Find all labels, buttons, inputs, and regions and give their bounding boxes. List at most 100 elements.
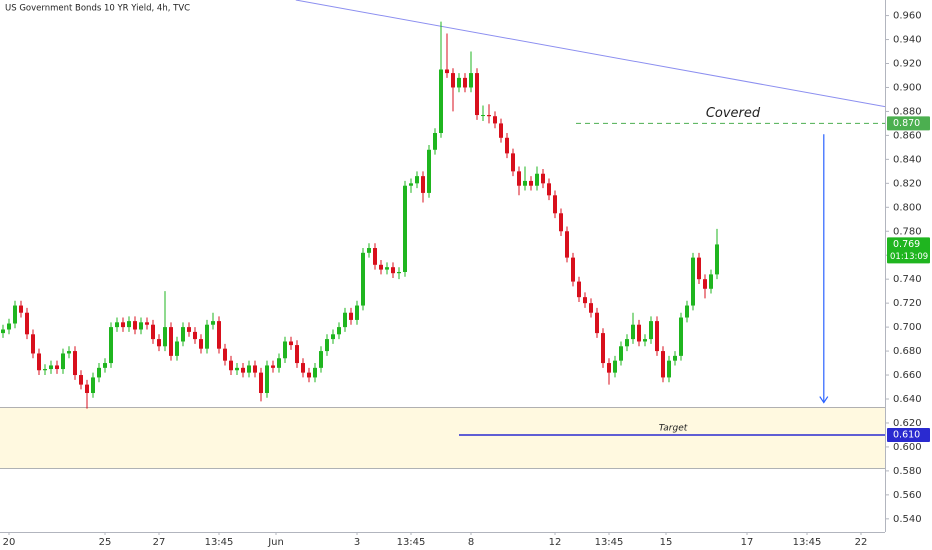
candle-body bbox=[499, 123, 503, 138]
candle-body bbox=[139, 322, 143, 330]
candle-body bbox=[559, 213, 563, 232]
y-tick-label: 0.580 bbox=[893, 466, 922, 477]
candle-body bbox=[37, 353, 41, 371]
candle-body bbox=[619, 346, 623, 361]
y-tick-label: 0.880 bbox=[893, 106, 922, 117]
candle-body bbox=[319, 351, 323, 368]
candle-body bbox=[427, 149, 431, 193]
candle-body bbox=[547, 183, 551, 196]
candle-body bbox=[445, 69, 449, 74]
y-tick-label: 0.600 bbox=[893, 442, 922, 453]
candle-body bbox=[451, 73, 455, 88]
candle-body bbox=[457, 77, 461, 88]
x-tick-label: 25 bbox=[99, 537, 112, 548]
y-tick-label: 0.960 bbox=[893, 11, 922, 22]
candle-body bbox=[667, 360, 671, 378]
x-tick-label: 20 bbox=[3, 537, 16, 548]
candle-body bbox=[67, 351, 71, 354]
y-tick-label: 0.860 bbox=[893, 130, 922, 141]
trendline bbox=[295, 0, 886, 108]
candle-body bbox=[85, 384, 89, 394]
candle-body bbox=[715, 244, 719, 275]
candle-body bbox=[487, 115, 491, 117]
y-tick-label: 0.660 bbox=[893, 370, 922, 381]
candle-body bbox=[97, 367, 101, 378]
candle-body bbox=[415, 176, 419, 184]
chart-title: US Government Bonds 10 YR Yield, 4h, TVC bbox=[5, 4, 190, 14]
candle-body bbox=[529, 180, 533, 186]
candle-body bbox=[157, 339, 161, 347]
y-tick-label: 0.780 bbox=[893, 226, 922, 237]
covered-note: Covered bbox=[706, 106, 761, 121]
candle-body bbox=[583, 297, 587, 304]
candle-body bbox=[361, 252, 365, 306]
candle-body bbox=[349, 312, 353, 320]
last-price-label: 0.769 bbox=[893, 239, 920, 250]
candle-body bbox=[193, 331, 197, 340]
candle-body bbox=[181, 327, 185, 342]
candle-body bbox=[265, 365, 269, 394]
candle-body bbox=[73, 351, 77, 376]
x-tick-label: 13:45 bbox=[205, 537, 234, 548]
candle-body bbox=[367, 248, 371, 253]
candle-body bbox=[1, 329, 5, 334]
candle-body bbox=[49, 365, 53, 370]
candle-body bbox=[673, 355, 677, 361]
candle-body bbox=[391, 267, 395, 274]
candle-body bbox=[271, 365, 275, 368]
candle-body bbox=[589, 303, 593, 313]
candle-body bbox=[571, 257, 575, 282]
candle-body bbox=[433, 133, 437, 150]
x-tick-label: Jun bbox=[267, 537, 284, 548]
y-tick-label: 0.640 bbox=[893, 394, 922, 405]
candle-body bbox=[475, 73, 479, 116]
candle-body bbox=[397, 271, 401, 274]
covered-price-label: 0.870 bbox=[893, 118, 920, 129]
candle-body bbox=[307, 372, 311, 378]
y-tick-label: 0.560 bbox=[893, 490, 922, 501]
candle-body bbox=[109, 327, 113, 364]
candle-body bbox=[25, 312, 29, 335]
candle-body bbox=[259, 372, 263, 394]
candle-body bbox=[241, 367, 245, 373]
arrow-head bbox=[819, 396, 829, 404]
candle-body bbox=[289, 341, 293, 346]
candle-body bbox=[337, 327, 341, 335]
candle-body bbox=[697, 257, 701, 280]
candle-body bbox=[613, 360, 617, 373]
candle-body bbox=[655, 321, 659, 352]
y-tick-label: 0.540 bbox=[893, 514, 922, 525]
candle-body bbox=[343, 312, 347, 328]
candle-body bbox=[325, 339, 329, 352]
candle-body bbox=[115, 322, 119, 328]
candle-body bbox=[151, 324, 155, 340]
candle-body bbox=[439, 69, 443, 133]
candle-body bbox=[535, 173, 539, 186]
target-zone bbox=[0, 407, 885, 469]
target-note: Target bbox=[659, 423, 688, 433]
x-tick-label: 8 bbox=[468, 537, 474, 548]
candle-body bbox=[61, 353, 65, 370]
candle-body bbox=[703, 279, 707, 289]
candle-body bbox=[43, 369, 47, 371]
candle-body bbox=[409, 183, 413, 186]
target-price-box bbox=[887, 427, 930, 442]
candle-body bbox=[685, 305, 689, 318]
candle-body bbox=[277, 358, 281, 368]
candle-body bbox=[421, 176, 425, 193]
candle-body bbox=[649, 321, 653, 340]
candle-body bbox=[295, 345, 299, 364]
candle-body bbox=[19, 305, 23, 313]
candle-body bbox=[331, 334, 335, 340]
candle-body bbox=[229, 360, 233, 371]
countdown: 01:13:09 bbox=[890, 252, 928, 262]
y-tick-label: 0.940 bbox=[893, 35, 922, 46]
candle-body bbox=[253, 365, 257, 373]
y-tick-label: 0.620 bbox=[893, 418, 922, 429]
candle-body bbox=[121, 322, 125, 328]
candle-body bbox=[373, 248, 377, 265]
candle-body bbox=[553, 195, 557, 214]
candle-body bbox=[313, 367, 317, 378]
y-tick-label: 0.720 bbox=[893, 298, 922, 309]
